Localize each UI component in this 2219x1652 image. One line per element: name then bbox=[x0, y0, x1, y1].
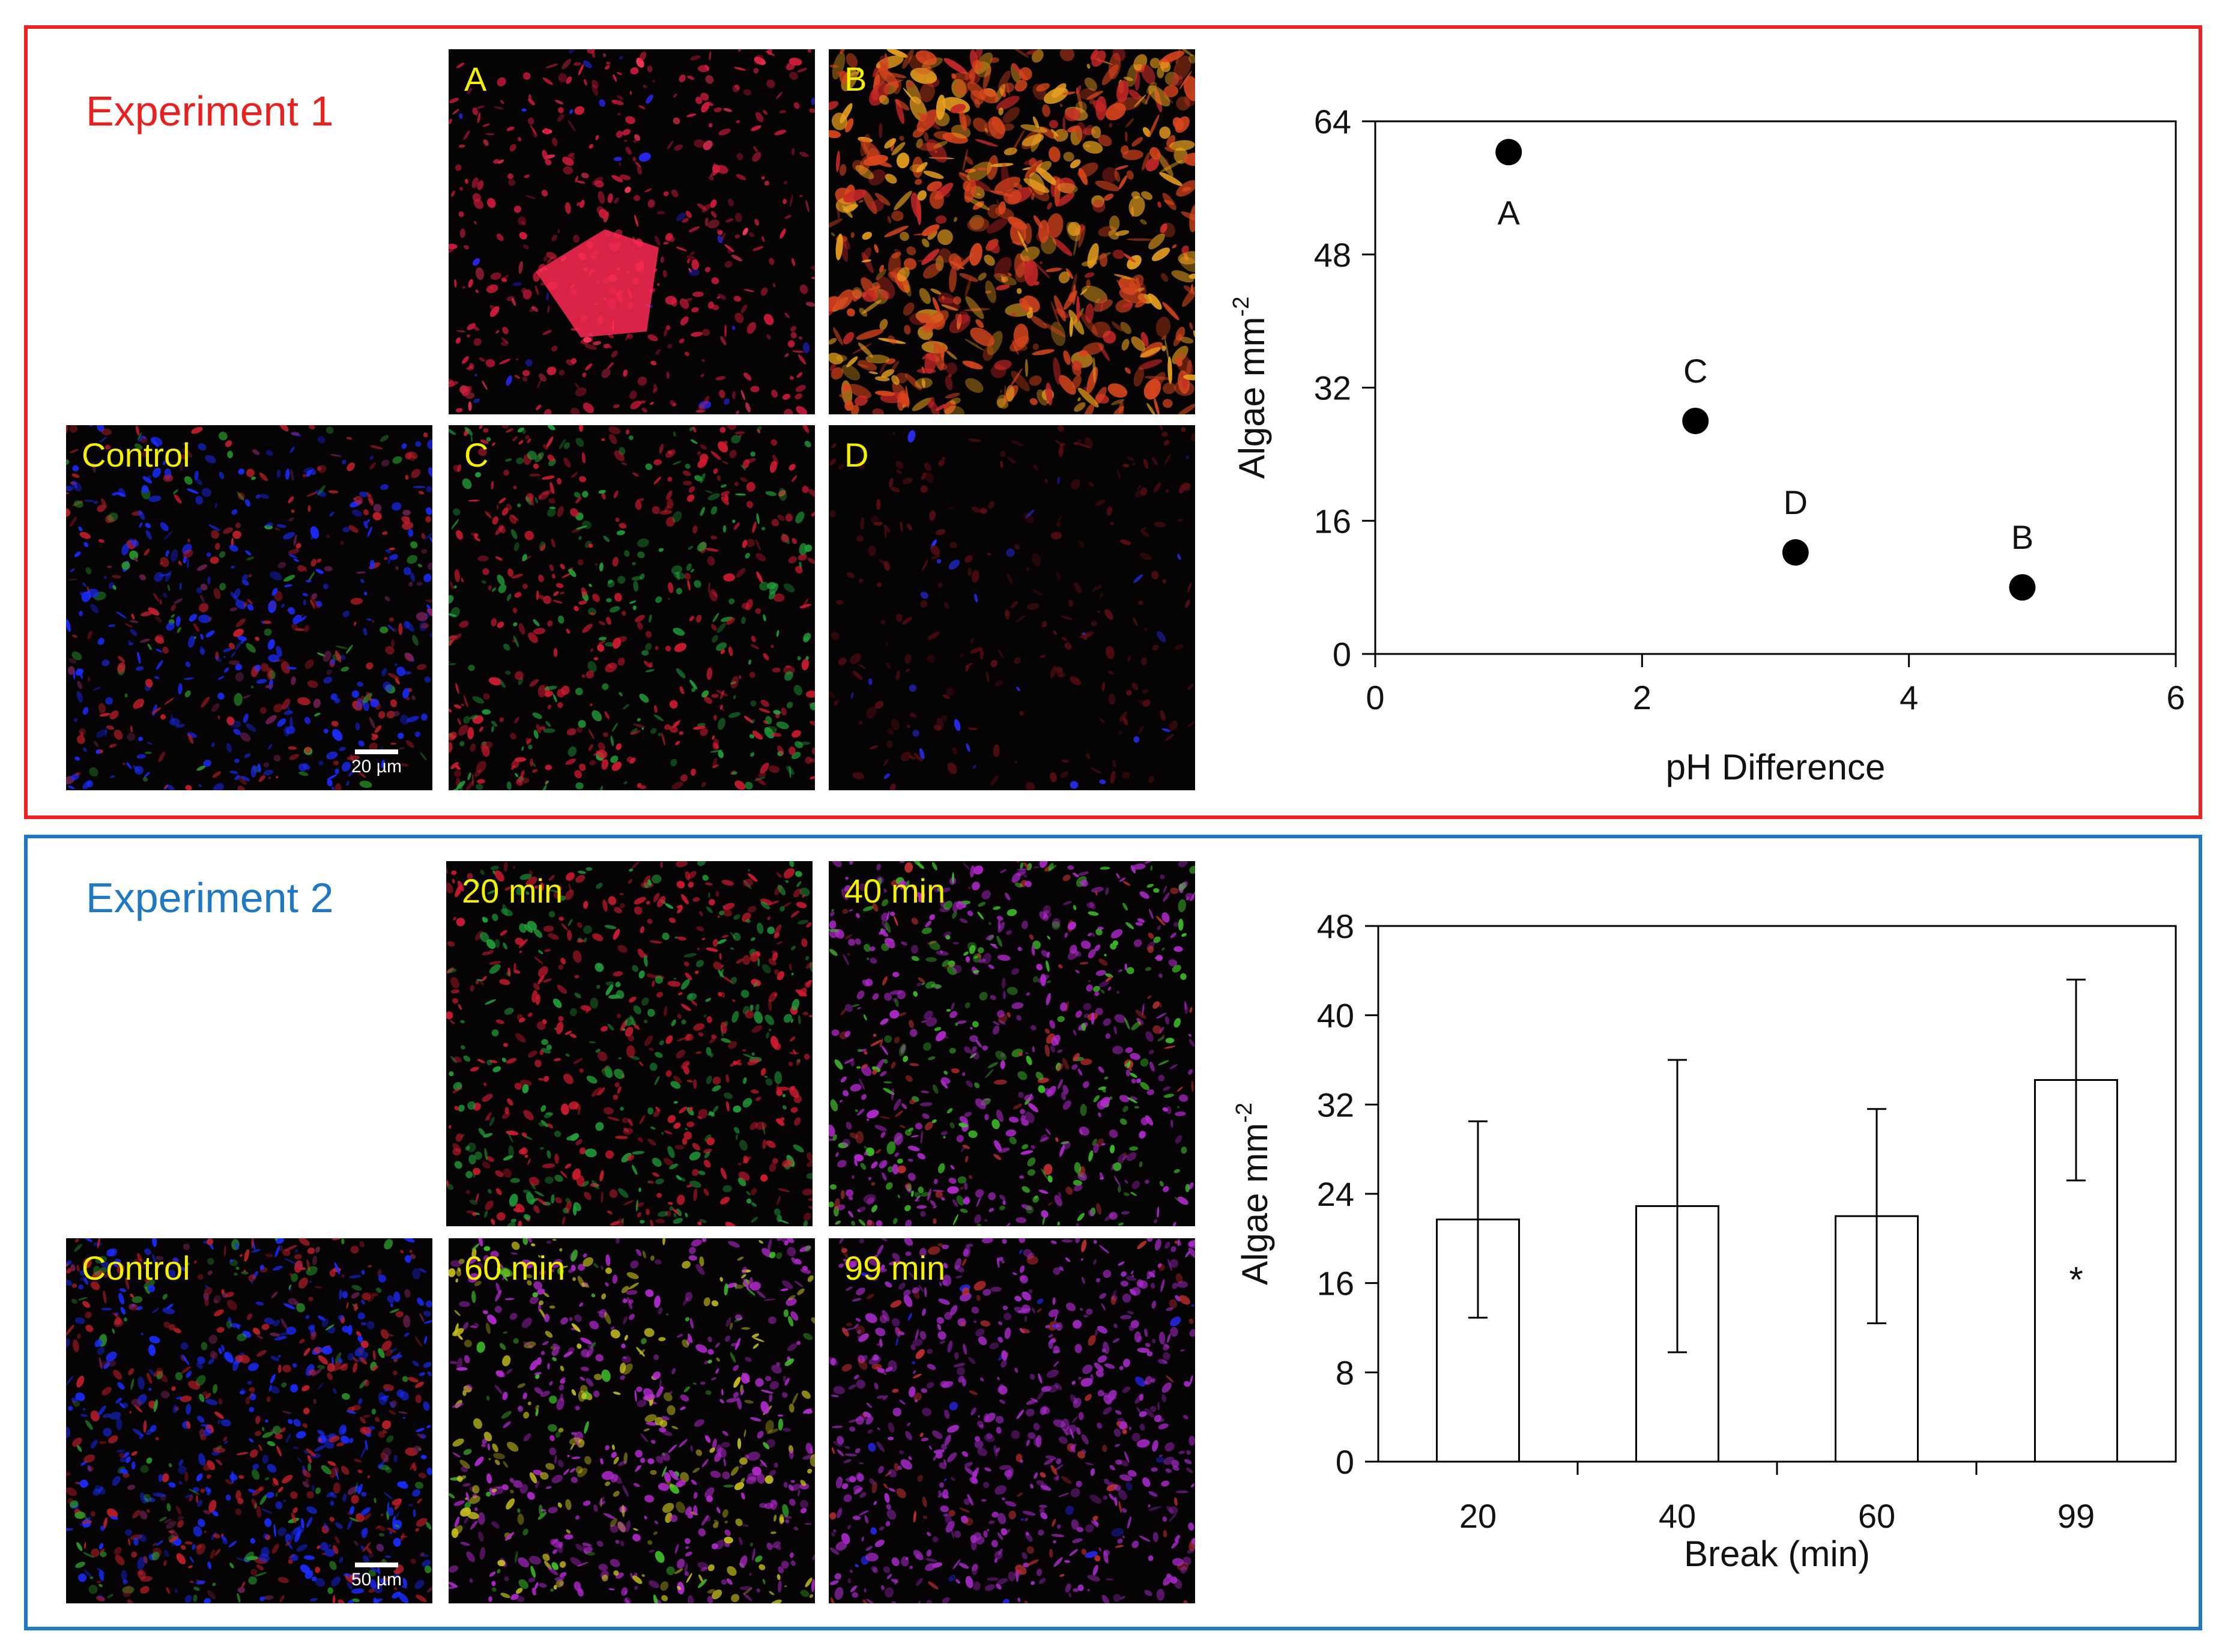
micrograph-label: 20 min bbox=[462, 872, 563, 910]
micrograph-image bbox=[66, 1238, 432, 1603]
micrograph-label: 60 min bbox=[464, 1249, 566, 1287]
micrograph-exp1-control: Control 20 µm bbox=[66, 425, 432, 790]
experiment-2-frame bbox=[24, 835, 2202, 1630]
micrograph-image bbox=[829, 1238, 1195, 1603]
micrograph-image bbox=[449, 425, 815, 790]
scale-bar-label: 50 µm bbox=[351, 1570, 402, 1590]
y-axis-label: Algae mm-2 bbox=[1232, 1103, 1275, 1285]
x-axis-label: pH Difference bbox=[1666, 747, 1886, 787]
micrograph-exp2-control: Control 50 µm bbox=[66, 1238, 432, 1603]
micrograph-image bbox=[446, 861, 813, 1226]
point-label: C bbox=[1683, 352, 1707, 390]
x-tick-label: 0 bbox=[1366, 679, 1384, 716]
x-tick-label: 2 bbox=[1633, 679, 1651, 716]
significance-annotation: * bbox=[2069, 1260, 2083, 1300]
y-tick-label: 0 bbox=[1336, 1443, 1354, 1481]
y-tick-label: 64 bbox=[1314, 103, 1351, 141]
y-tick-label: 16 bbox=[1314, 502, 1351, 540]
scatter-point bbox=[1495, 139, 1522, 166]
y-tick-label: 24 bbox=[1317, 1175, 1354, 1213]
point-label: A bbox=[1497, 193, 1520, 231]
micrograph-label: 99 min bbox=[844, 1249, 946, 1287]
point-label: D bbox=[1784, 483, 1808, 521]
micrograph-exp1-d: D bbox=[829, 425, 1195, 790]
bar-chart: 0 8 16 24 32 40 48 20 40 60 99 * Break (min) Algae mm… bbox=[1201, 901, 2202, 1597]
micrograph-exp1-b: B bbox=[829, 49, 1195, 414]
scale-bar: 50 µm bbox=[350, 1563, 404, 1590]
y-tick-label: 40 bbox=[1317, 997, 1354, 1035]
y-tick-label: 48 bbox=[1314, 236, 1351, 274]
bar-chart-svg: 0 8 16 24 32 40 48 20 40 60 99 * Break (min) Algae mm… bbox=[1232, 907, 2177, 1574]
micrograph-image bbox=[829, 861, 1195, 1226]
micrograph-exp2-99min: 99 min bbox=[829, 1238, 1195, 1603]
y-tick-label: 16 bbox=[1317, 1265, 1354, 1303]
micrograph-image bbox=[829, 49, 1195, 414]
scatter-chart-svg: 0 16 32 48 64 0 2 4 6 A C D BpH Difference Algae mm-2 bbox=[1229, 103, 2185, 787]
scatter-point bbox=[1782, 539, 1809, 566]
y-tick-label: 48 bbox=[1317, 907, 1354, 945]
micrograph-label: Control bbox=[82, 436, 190, 474]
micrograph-label: A bbox=[464, 60, 487, 98]
x-tick-label: 6 bbox=[2166, 679, 2185, 716]
experiment-2-title: Experiment 2 bbox=[86, 874, 334, 921]
scale-bar: 20 µm bbox=[350, 749, 404, 777]
scatter-point bbox=[1682, 407, 1709, 434]
scale-bar-line bbox=[355, 1563, 398, 1567]
y-tick-label: 32 bbox=[1317, 1086, 1354, 1124]
scale-bar-line bbox=[355, 749, 398, 754]
x-tick-label: 20 bbox=[1459, 1497, 1497, 1535]
y-axis-label: Algae mm-2 bbox=[1229, 297, 1272, 479]
micrograph-exp2-20min: 20 min bbox=[446, 861, 813, 1226]
x-tick-label: 4 bbox=[1900, 679, 1918, 716]
micrograph-exp1-c: C bbox=[449, 425, 815, 790]
y-tick-label: 0 bbox=[1333, 635, 1351, 673]
micrograph-label: Control bbox=[82, 1249, 190, 1287]
micrograph-exp2-60min: 60 min bbox=[449, 1238, 815, 1603]
x-tick-label: 99 bbox=[2057, 1497, 2095, 1535]
micrograph-label: C bbox=[464, 436, 489, 474]
micrograph-label: D bbox=[844, 436, 869, 474]
x-tick-label: 60 bbox=[1858, 1497, 1895, 1535]
scatter-point bbox=[2009, 574, 2036, 601]
micrograph-label: 40 min bbox=[844, 872, 946, 910]
y-tick-label: 32 bbox=[1314, 369, 1351, 407]
experiment-1-frame bbox=[24, 25, 2202, 819]
x-axis-label: Break (min) bbox=[1684, 1534, 1870, 1574]
x-tick-label: 40 bbox=[1659, 1497, 1696, 1535]
micrograph-exp1-a: A bbox=[449, 49, 815, 414]
plot-area bbox=[1374, 120, 2177, 655]
micrograph-label: B bbox=[844, 60, 867, 98]
micrograph-image bbox=[66, 425, 432, 790]
point-label: B bbox=[2011, 518, 2033, 556]
y-axis-label-superscript: -2 bbox=[1232, 1103, 1257, 1123]
y-axis-label-superscript: -2 bbox=[1229, 297, 1254, 317]
micrograph-exp2-40min: 40 min bbox=[829, 861, 1195, 1226]
y-tick-label: 8 bbox=[1336, 1354, 1354, 1391]
micrograph-image bbox=[449, 49, 815, 414]
scale-bar-label: 20 µm bbox=[351, 757, 402, 776]
micrograph-image bbox=[449, 1238, 815, 1603]
experiment-1-title: Experiment 1 bbox=[86, 88, 334, 135]
micrograph-image bbox=[829, 425, 1195, 790]
